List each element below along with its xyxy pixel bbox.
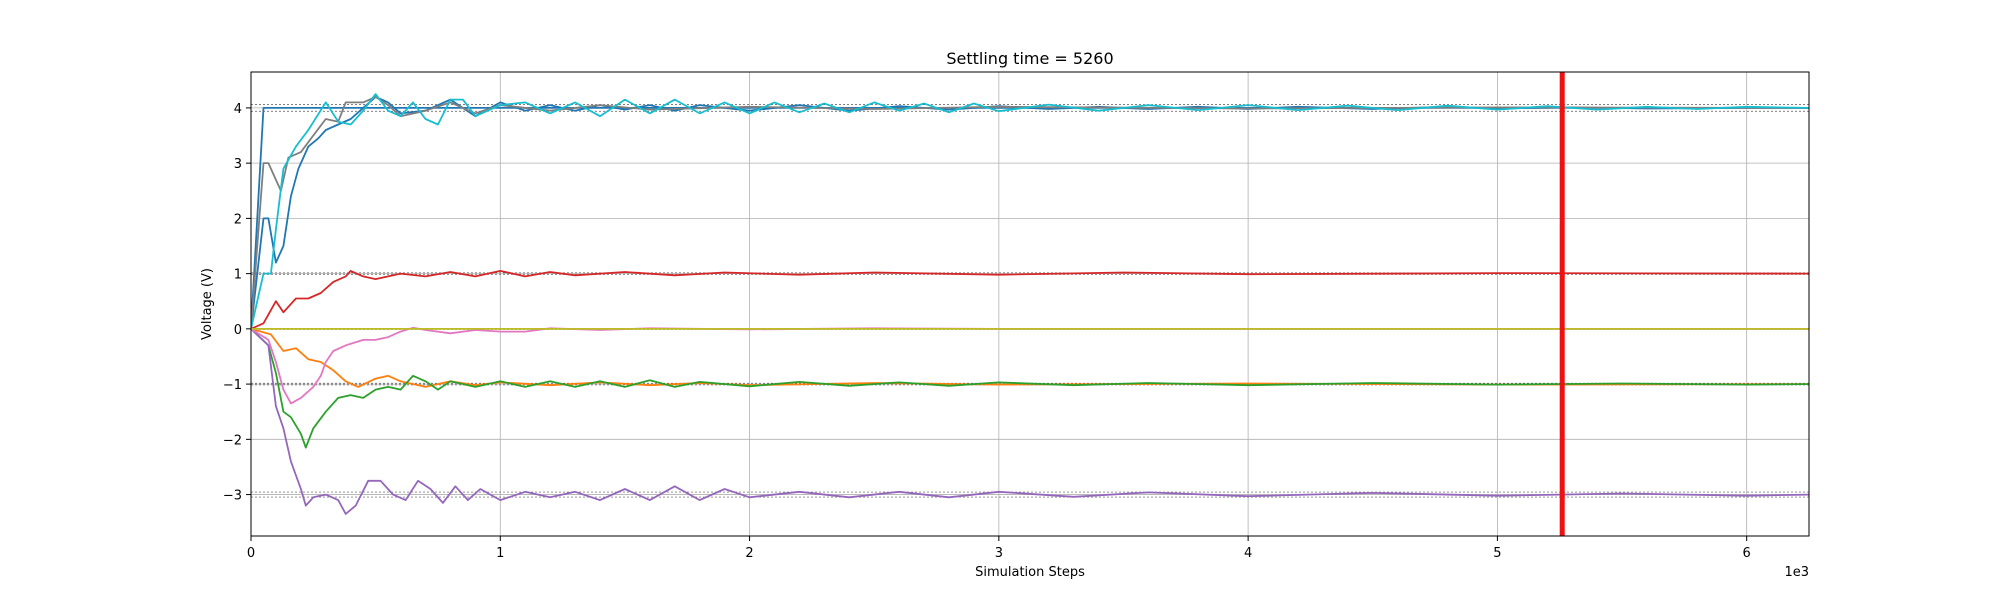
series-line-5 — [251, 270, 1809, 330]
x-axis-offset-text: 1e3 — [1784, 565, 1809, 580]
y-axis-label: Voltage (V) — [200, 268, 215, 340]
series-line-8 — [251, 328, 1809, 515]
y-tick-label: −3 — [223, 489, 242, 504]
x-axis-label: Simulation Steps — [975, 565, 1085, 580]
x-tick-label: 6 — [1743, 546, 1751, 561]
plot-frame — [250, 71, 1810, 537]
x-tick-label: 4 — [1244, 546, 1252, 561]
y-tick-label: 1 — [234, 268, 242, 283]
y-tick-label: 3 — [234, 157, 242, 172]
series-group — [251, 93, 1809, 515]
y-tick-label: −2 — [223, 433, 242, 448]
x-tick-label: 5 — [1493, 546, 1501, 561]
x-tick-label: 0 — [247, 546, 255, 561]
series-line-4 — [251, 93, 1809, 330]
y-tick-label: −1 — [223, 378, 242, 393]
y-tick-label: 2 — [234, 212, 242, 227]
y-tick-label: 4 — [234, 102, 242, 117]
x-tick-label: 3 — [995, 546, 1003, 561]
chart-title: Settling time = 5260 — [946, 49, 1113, 68]
y-axis-ticks: −3 −2 −1 0 1 2 3 4 — [223, 102, 251, 504]
x-tick-label: 1 — [496, 546, 504, 561]
plot-area — [251, 93, 1809, 515]
y-tick-label: 0 — [234, 323, 242, 338]
x-axis-ticks: 0 1 2 3 4 5 6 — [247, 536, 1751, 561]
x-tick-label: 2 — [745, 546, 753, 561]
series-line-7 — [251, 328, 1809, 449]
series-line-6 — [251, 328, 1809, 388]
